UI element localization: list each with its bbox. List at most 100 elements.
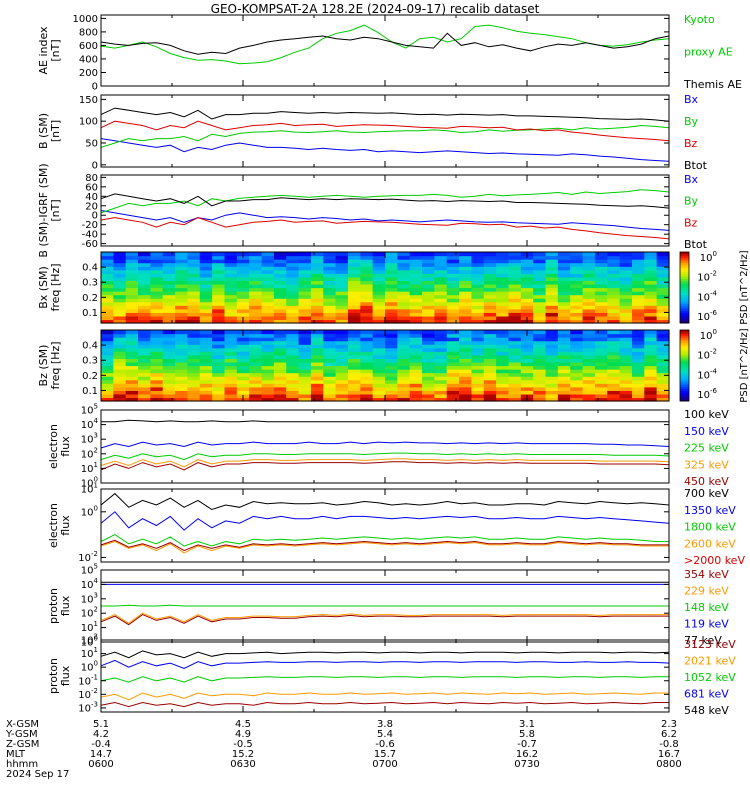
spectrogram-cell [101, 379, 114, 384]
spectrogram-cell [187, 305, 201, 310]
spectrogram-cell [656, 266, 670, 271]
spectrogram-cell [175, 301, 189, 306]
spectrogram-cell [397, 361, 411, 367]
spectrogram-cell [249, 259, 263, 264]
series-line-150-kev [100, 441, 670, 449]
spectrogram-cell [409, 397, 423, 402]
colorbar-swatch [680, 253, 689, 257]
spectrogram-cell [372, 283, 386, 289]
spectrogram-cell [187, 298, 201, 303]
spectrogram-cell [138, 276, 151, 281]
spectrogram-cell [533, 361, 547, 367]
spectrogram-cell [471, 351, 485, 356]
y-tick-label: 0 [92, 82, 98, 93]
spectrogram-cell [224, 294, 238, 299]
colorbar-swatch [680, 354, 689, 358]
spectrogram-cell [570, 379, 584, 384]
spectrogram-cell [557, 372, 571, 377]
spectrogram-cell [508, 276, 522, 281]
spectrogram-cell [298, 301, 312, 306]
spectrogram-cell [138, 372, 151, 377]
spectrogram-cell [113, 262, 127, 267]
spectrogram-cell [409, 312, 423, 317]
spectrogram-cell [335, 315, 349, 321]
spectrogram-cell [459, 365, 473, 370]
spectrogram-cell [360, 276, 374, 281]
series-line-229-kev [100, 612, 669, 624]
spectrogram-cell [187, 255, 201, 260]
spectrogram-cell [545, 379, 559, 384]
spectrogram-cell [175, 393, 189, 399]
spectrogram-cell [199, 351, 213, 356]
spectrogram-cell [360, 351, 374, 356]
spectrogram-cell [446, 344, 460, 349]
spectrogram-cell [594, 315, 608, 321]
spectrogram-cell [483, 369, 497, 374]
spectrogram-cell [187, 330, 201, 335]
spectrogram-cell [631, 337, 645, 342]
spectrogram-cell [224, 298, 238, 303]
spectrogram-cell [557, 333, 571, 338]
spectrogram-cell [385, 379, 398, 384]
spectrogram-cell [162, 255, 176, 260]
spectrogram-cell [459, 301, 473, 306]
spectrogram-cell [557, 305, 571, 310]
spectrogram-cell [212, 287, 226, 292]
y-tick-label: 10-2 [78, 687, 98, 701]
series-line-themis-ae [100, 32, 670, 55]
spectrogram-cell [644, 294, 658, 299]
spectrogram-cell [545, 287, 559, 292]
spectrogram-cell [557, 347, 571, 352]
spectrogram-cell [557, 376, 571, 381]
spectrogram-cell [101, 383, 114, 388]
spectrogram-cell [520, 301, 534, 306]
spectrogram-cell [619, 312, 633, 317]
series-line-bx [100, 138, 670, 162]
plot-frame-eflux2 [100, 488, 670, 563]
y-tick-label: 50 [85, 139, 98, 150]
spectrogram-cell [557, 337, 571, 342]
spectrogram-cell [619, 262, 633, 267]
spectrogram-cell [298, 358, 312, 363]
spectrogram-cell [273, 369, 287, 374]
spectrogram-cell [434, 358, 448, 363]
spectrogram-cell [619, 269, 633, 274]
spectrogram-cell [483, 354, 497, 359]
spectrogram-cell [434, 255, 448, 260]
spectrogram-cell [422, 383, 435, 388]
spectrogram-cell [323, 365, 337, 370]
spectrogram-cell [385, 291, 398, 296]
spectrogram-cell [385, 280, 398, 285]
spectrogram-cell [397, 255, 411, 260]
spectrogram-cell [150, 390, 164, 395]
spectrogram-cell [409, 294, 423, 299]
spectrogram-cell [347, 276, 361, 281]
spectrogram-cell [557, 283, 571, 289]
spectrogram-cell [619, 255, 633, 260]
spectrogram-cell [570, 287, 584, 292]
spectrogram-cell [335, 280, 349, 285]
spectrogram-cell [187, 273, 201, 278]
spectrogram-cell [150, 319, 164, 324]
spectrogram-cell [162, 390, 176, 395]
spectrogram-cell [434, 266, 448, 271]
series-line-btot [100, 193, 670, 209]
spectrogram-cell [459, 319, 473, 324]
spectrogram-cell [212, 351, 226, 356]
spectrogram-cell [187, 294, 201, 299]
spectrogram-cell [138, 330, 151, 335]
spectrogram-cell [619, 365, 633, 370]
spectrogram-cell [249, 294, 263, 299]
spectrogram-cell [113, 298, 127, 303]
spectrogram-cell [409, 266, 423, 271]
spectrogram-cell [125, 347, 139, 352]
spectrogram-cell [249, 298, 263, 303]
spectrogram-cell [446, 372, 460, 377]
spectrogram-cell [459, 351, 473, 356]
spectrogram-cell [545, 333, 559, 338]
spectrogram-cell [150, 283, 164, 289]
spectrogram-cell [224, 312, 238, 317]
spectrogram-cell [273, 298, 287, 303]
spectrogram-cell [261, 259, 275, 264]
